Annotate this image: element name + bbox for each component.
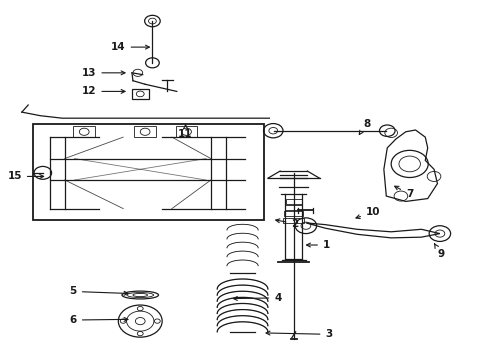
Text: 12: 12 xyxy=(82,86,125,96)
Text: 13: 13 xyxy=(82,68,125,78)
Bar xyxy=(285,205,302,210)
Bar xyxy=(74,126,95,137)
Bar xyxy=(284,211,303,216)
Bar xyxy=(132,89,149,99)
Text: 7: 7 xyxy=(394,186,413,199)
Text: 4: 4 xyxy=(233,293,282,303)
Bar xyxy=(134,126,156,137)
Text: 11: 11 xyxy=(178,125,193,139)
Text: 6: 6 xyxy=(70,315,128,325)
Text: 14: 14 xyxy=(111,42,149,52)
Bar xyxy=(176,126,197,137)
Bar xyxy=(33,123,265,220)
Text: 3: 3 xyxy=(266,329,333,339)
Text: 5: 5 xyxy=(70,287,128,296)
Bar xyxy=(286,199,301,203)
Text: 10: 10 xyxy=(356,207,380,219)
Bar xyxy=(283,218,304,223)
Text: 1: 1 xyxy=(307,240,330,250)
Text: 8: 8 xyxy=(359,118,370,135)
Text: 15: 15 xyxy=(7,171,44,181)
Text: 2: 2 xyxy=(276,219,298,229)
Text: 9: 9 xyxy=(435,244,444,259)
